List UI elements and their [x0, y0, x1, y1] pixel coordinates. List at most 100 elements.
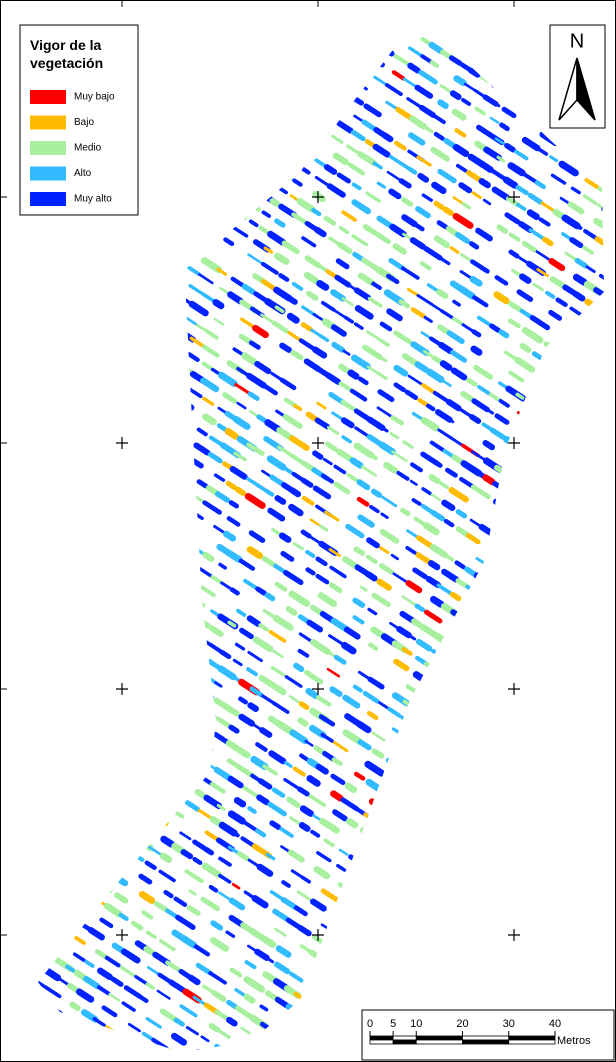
vegetation-segment — [326, 425, 340, 435]
vegetation-segment — [471, 329, 482, 338]
vegetation-segment — [119, 965, 136, 978]
vegetation-segment — [218, 371, 238, 388]
vegetation-segment — [400, 266, 420, 280]
vegetation-segment — [289, 435, 310, 451]
vegetation-segment — [300, 322, 313, 332]
vegetation-segment — [393, 54, 409, 66]
vegetation-segment — [537, 147, 549, 156]
vegetation-segment — [504, 142, 516, 153]
legend-swatch — [30, 192, 66, 206]
vegetation-segment — [247, 806, 257, 814]
vegetation-segment — [355, 720, 372, 734]
vegetation-segment — [411, 498, 422, 506]
vegetation-segment — [261, 469, 271, 477]
vegetation-segment — [449, 246, 460, 254]
vegetation-segment — [222, 392, 238, 404]
legend-label: Medio — [74, 143, 102, 154]
vegetation-segment — [572, 291, 586, 302]
scale-segment — [415, 1035, 463, 1041]
vegetation-segment — [289, 487, 302, 498]
vegetation-segment — [274, 305, 285, 314]
vegetation-segment — [437, 324, 451, 336]
vegetation-segment — [357, 272, 376, 287]
vegetation-segment — [274, 495, 287, 505]
vegetation-segment — [319, 817, 340, 834]
vegetation-segment — [442, 449, 456, 459]
vegetation-segment — [593, 287, 604, 298]
legend-label: Muy alto — [74, 194, 112, 205]
vegetation-segment — [370, 488, 383, 498]
vegetation-segment — [567, 201, 585, 215]
vegetation-segment — [341, 435, 353, 444]
vegetation-segment — [65, 964, 77, 974]
vegetation-segment — [279, 377, 297, 391]
vegetation-segment — [160, 835, 175, 848]
vegetation-segment — [498, 329, 510, 339]
vegetation-segment — [251, 895, 269, 909]
vegetation-segment — [203, 846, 214, 856]
vegetation-segment — [502, 176, 519, 189]
vegetation-segment — [364, 450, 378, 461]
vegetation-segment — [330, 289, 346, 302]
scale-segment — [392, 1035, 417, 1041]
vegetation-segment — [369, 504, 380, 514]
vegetation-segment — [414, 361, 429, 373]
vegetation-segment — [258, 381, 278, 396]
vegetation-segment — [351, 182, 362, 191]
scale-tick-label: 0 — [367, 1018, 373, 1030]
vegetation-segment — [430, 493, 442, 502]
vegetation-segment — [248, 340, 261, 350]
vegetation-segment — [597, 186, 604, 199]
vegetation-segment — [336, 120, 354, 134]
vegetation-segment — [188, 284, 206, 297]
vegetation-segment — [347, 369, 360, 380]
vegetation-segment — [225, 549, 243, 563]
vegetation-segment — [514, 149, 529, 161]
vegetation-segment — [228, 724, 240, 734]
vegetation-segment — [418, 69, 438, 85]
vegetation-segment — [288, 695, 300, 703]
vegetation-segment — [363, 103, 382, 118]
vegetation-segment — [474, 106, 486, 116]
vegetation-segment — [314, 226, 327, 238]
vegetation-segment — [300, 477, 314, 488]
vegetation-segment — [143, 946, 155, 956]
vegetation-segment — [415, 206, 431, 219]
vegetation-segment — [396, 625, 412, 639]
vegetation-segment — [478, 178, 491, 189]
vegetation-segment — [186, 905, 201, 916]
vegetation-segment — [337, 242, 353, 254]
vegetation-segment — [191, 389, 203, 399]
vegetation-segment — [227, 620, 237, 628]
vegetation-segment — [436, 220, 449, 230]
vegetation-segment — [340, 399, 355, 411]
vegetation-segment — [187, 974, 201, 986]
vegetation-segment — [138, 873, 153, 885]
vegetation-segment — [352, 251, 365, 262]
vegetation-segment — [99, 917, 114, 929]
vegetation-segment — [388, 258, 405, 271]
vegetation-segment — [393, 364, 409, 377]
legend-swatch — [30, 90, 66, 104]
vegetation-segment — [208, 884, 219, 893]
vegetation-segment — [233, 797, 247, 808]
vegetation-segment — [439, 360, 453, 371]
vegetation-segment — [371, 592, 391, 608]
vegetation-segment — [259, 727, 273, 738]
vegetation-segment — [470, 259, 490, 274]
vegetation-segment — [532, 282, 544, 292]
vegetation-segment — [312, 485, 332, 500]
vegetation-segment — [200, 257, 223, 274]
vegetation-segment — [127, 1022, 142, 1033]
vegetation-segment — [323, 215, 337, 226]
vegetation-segment — [438, 480, 449, 490]
vegetation-segment — [252, 636, 274, 653]
vegetation-segment — [450, 350, 468, 363]
vegetation-segment — [145, 982, 155, 990]
vegetation-segment — [335, 258, 350, 270]
vegetation-segment — [341, 297, 354, 306]
vegetation-segment — [247, 650, 263, 663]
vegetation-segment — [443, 518, 455, 528]
